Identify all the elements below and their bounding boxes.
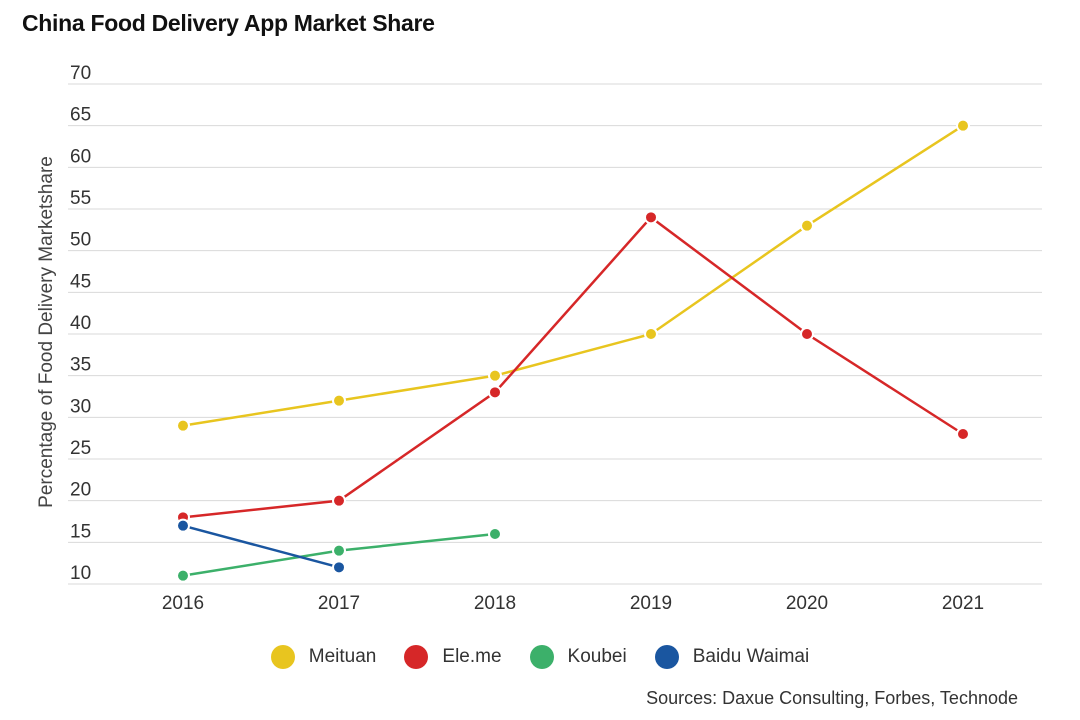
data-point	[644, 327, 658, 341]
y-tick-label: 65	[70, 105, 91, 126]
data-point	[644, 210, 658, 225]
x-tick-label: 2016	[162, 593, 204, 614]
x-tick-label: 2020	[786, 593, 828, 614]
series-line	[182, 524, 340, 569]
data-point	[332, 543, 346, 558]
y-tick-label: 20	[70, 480, 91, 501]
y-tick-label: 15	[70, 521, 91, 542]
y-tick-label: 30	[70, 396, 91, 417]
data-point	[800, 327, 814, 341]
y-tick-label: 10	[70, 563, 91, 584]
legend-item: Ele.me	[404, 645, 502, 669]
data-point	[332, 393, 346, 408]
series-ele-me	[176, 210, 970, 525]
data-point	[176, 418, 190, 433]
legend-swatch	[654, 645, 679, 669]
legend-label: Baidu Waimai	[692, 646, 810, 667]
data-point	[800, 218, 814, 233]
legend-swatch	[529, 645, 554, 669]
legend-item: Meituan	[270, 645, 377, 669]
series-baidu-waimai	[176, 518, 346, 575]
legend: Meituan Ele.me Koubei Baidu Waimai	[0, 645, 1080, 669]
data-point	[176, 518, 190, 533]
x-axis-ticks: 2016 2017 2018 2019 2020 2021	[162, 593, 984, 614]
y-tick-label: 60	[70, 146, 91, 167]
legend-label: Ele.me	[442, 646, 502, 667]
y-tick-label: 70	[70, 63, 91, 84]
y-axis-label: Percentage of Food Delivery Marketshare	[36, 156, 57, 508]
data-point	[332, 560, 346, 575]
legend-swatch	[404, 645, 429, 669]
y-axis-ticks: 10 15 20 25 30 35 40 45 50 55 60 65 70	[70, 63, 91, 584]
legend-item: Koubei	[529, 645, 627, 669]
chart-title: China Food Delivery App Market Share	[22, 10, 435, 36]
gridlines	[68, 83, 1042, 585]
legend-swatch	[270, 645, 295, 669]
data-point	[488, 385, 502, 400]
y-tick-label: 50	[70, 230, 91, 251]
data-point	[176, 568, 190, 583]
data-point	[956, 427, 970, 441]
series-line	[182, 215, 964, 519]
legend-item: Baidu Waimai	[654, 645, 810, 669]
series-koubei	[176, 527, 502, 583]
x-tick-label: 2021	[942, 593, 984, 614]
y-tick-label: 40	[70, 313, 91, 334]
data-point	[488, 527, 502, 541]
y-tick-label: 25	[70, 438, 91, 459]
data-point	[488, 368, 502, 383]
x-tick-label: 2017	[318, 593, 360, 614]
data-point	[956, 118, 970, 133]
y-tick-label: 35	[70, 355, 91, 376]
series-line	[182, 124, 964, 427]
legend-label: Meituan	[308, 646, 377, 667]
data-point	[332, 493, 346, 508]
y-tick-label: 55	[70, 188, 91, 209]
x-tick-label: 2018	[474, 593, 516, 614]
series-meituan	[176, 118, 970, 433]
source-note: Sources: Daxue Consulting, Forbes, Techn…	[646, 688, 1018, 708]
series-lines	[176, 118, 970, 583]
y-tick-label: 45	[70, 271, 91, 292]
x-tick-label: 2019	[630, 593, 672, 614]
legend-label: Koubei	[567, 646, 627, 667]
